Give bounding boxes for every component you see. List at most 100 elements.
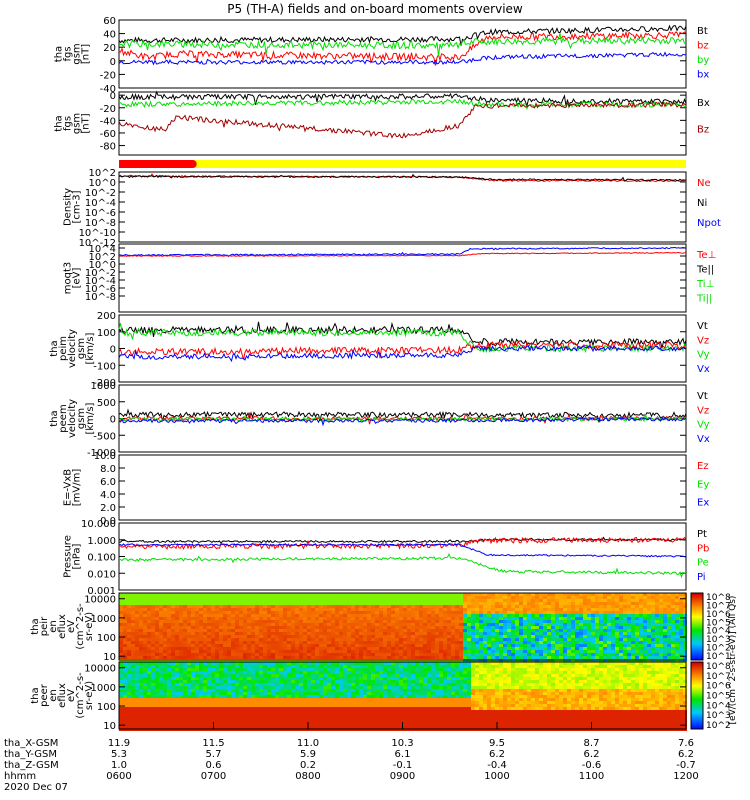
heatmap-cell (207, 656, 211, 659)
heatmap-cell (359, 683, 363, 686)
heatmap-cell (319, 605, 323, 608)
heatmap-cell (495, 602, 499, 605)
heatmap-cell (415, 635, 419, 638)
heatmap-cell (595, 620, 599, 623)
heatmap-cell (455, 593, 459, 596)
heatmap-cell (203, 599, 207, 602)
heatmap-cell (139, 704, 143, 707)
heatmap-cell (159, 686, 163, 689)
heatmap-cell (299, 710, 303, 713)
heatmap-cell (147, 722, 151, 725)
heatmap-cell (351, 716, 355, 719)
heatmap-cell (123, 632, 127, 635)
heatmap-cell (299, 614, 303, 617)
heatmap-cell (223, 677, 227, 680)
heatmap-cell (215, 692, 219, 695)
heatmap-cell (507, 617, 511, 620)
heatmap-cell (407, 647, 411, 650)
heatmap-cell (667, 653, 671, 656)
heatmap-cell (411, 653, 415, 656)
heatmap-cell (359, 686, 363, 689)
heatmap-cell (607, 638, 611, 641)
heatmap-cell (527, 599, 531, 602)
heatmap-cell (487, 629, 491, 632)
heatmap-cell (555, 647, 559, 650)
heatmap-cell (411, 605, 415, 608)
heatmap-cell (151, 653, 155, 656)
heatmap-cell (683, 653, 687, 656)
heatmap-cell (171, 665, 175, 668)
heatmap-cell (395, 611, 399, 614)
heatmap-cell (303, 716, 307, 719)
heatmap-cell (123, 608, 127, 611)
heatmap-cell (547, 614, 551, 617)
heatmap-cell (451, 626, 455, 629)
heatmap-cell (599, 608, 603, 611)
heatmap-cell (583, 641, 587, 644)
heatmap-cell (143, 713, 147, 716)
heatmap-cell (315, 692, 319, 695)
heatmap-cell (399, 644, 403, 647)
heatmap-cell (307, 656, 311, 659)
heatmap-cell (143, 632, 147, 635)
heatmap-cell (143, 620, 147, 623)
heatmap-cell (531, 596, 535, 599)
heatmap-cell (343, 614, 347, 617)
heatmap-cell (603, 629, 607, 632)
heatmap-cell (243, 614, 247, 617)
heatmap-cell (351, 683, 355, 686)
heatmap-cell (231, 635, 235, 638)
heatmap-cell (247, 662, 251, 665)
panel-pressure (118, 522, 687, 591)
heatmap-cell (663, 638, 667, 641)
heatmap-cell (475, 602, 479, 605)
heatmap-cell (247, 698, 251, 701)
heatmap-cell (283, 605, 287, 608)
heatmap-cell (571, 623, 575, 626)
y-tick-label: 10^-2 (85, 188, 116, 199)
heatmap-cell (319, 596, 323, 599)
heatmap-cell (155, 656, 159, 659)
heatmap-cell (367, 692, 371, 695)
heatmap-cell (167, 617, 171, 620)
heatmap-cell (335, 689, 339, 692)
heatmap-cell (123, 722, 127, 725)
heatmap-cell (611, 614, 615, 617)
heatmap-cell (311, 617, 315, 620)
heatmap-cell (119, 710, 123, 713)
heatmap-cell (287, 692, 291, 695)
heatmap-cell (271, 662, 275, 665)
heatmap-cell (471, 611, 475, 614)
heatmap-cell (191, 641, 195, 644)
heatmap-cell (223, 692, 227, 695)
heatmap-cell (143, 641, 147, 644)
heatmap-cell (247, 719, 251, 722)
heatmap-cell (175, 614, 179, 617)
heatmap-cell (523, 608, 527, 611)
heatmap-cell (411, 650, 415, 653)
heatmap-cell (379, 611, 383, 614)
heatmap-cell (207, 680, 211, 683)
heatmap-cell (203, 674, 207, 677)
heatmap-cell (503, 635, 507, 638)
heatmap-cell (427, 614, 431, 617)
heatmap-cell (399, 641, 403, 644)
heatmap-cell (443, 623, 447, 626)
heatmap-cell (387, 617, 391, 620)
heatmap-cell (215, 653, 219, 656)
heatmap-cell (495, 620, 499, 623)
heatmap-cell (591, 614, 595, 617)
heatmap-cell (271, 683, 275, 686)
heatmap-cell (387, 608, 391, 611)
heatmap-cell (515, 653, 519, 656)
heatmap-cell (543, 599, 547, 602)
heatmap-cell (351, 719, 355, 722)
heatmap-cell (287, 617, 291, 620)
heatmap-cell (463, 599, 467, 602)
heatmap-cell (187, 596, 191, 599)
heatmap-cell (535, 647, 539, 650)
legend-Pe: Pe (697, 558, 709, 569)
heatmap-cell (271, 623, 275, 626)
heatmap-cell (307, 692, 311, 695)
heatmap-cell (667, 656, 671, 659)
